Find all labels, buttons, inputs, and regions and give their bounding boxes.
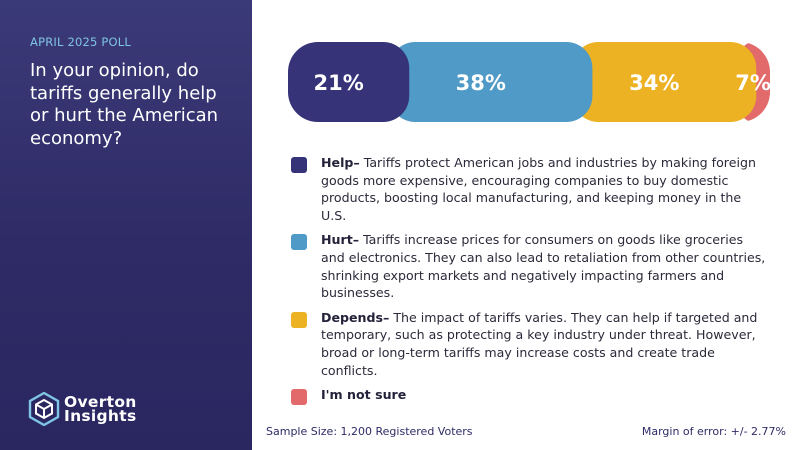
stacked-bar-svg: 21% 38% 34% 7%: [288, 42, 771, 122]
legend-text-hurt: Hurt– Tariffs increase prices for consum…: [321, 231, 769, 301]
bar-label-depends: 34%: [629, 71, 679, 95]
legend-item-hurt: Hurt– Tariffs increase prices for consum…: [291, 231, 769, 301]
margin-of-error-note: Margin of error: +/- 2.77%: [641, 425, 786, 438]
legend-swatch-not-sure: [291, 389, 307, 406]
legend-text-depends: Depends– The impact of tariffs varies. T…: [321, 309, 769, 379]
legend-title-not-sure: I'm not sure: [321, 387, 407, 403]
legend-title-hurt: Hurt–: [321, 232, 360, 248]
brand-line-2: Insights: [64, 407, 137, 425]
legend-item-not-sure: I'm not sure: [291, 386, 769, 406]
bar-label-hurt: 38%: [456, 71, 506, 95]
hexagon-cube-icon: [28, 392, 60, 426]
legend-description-help: Tariffs protect American jobs and indust…: [321, 155, 756, 223]
legend-swatch-hurt: [291, 234, 307, 251]
bar-segment-help: [288, 42, 410, 122]
legend-swatch-depends: [291, 311, 307, 328]
bar-label-help: 21%: [313, 71, 363, 95]
legend-description-hurt: Tariffs increase prices for consumers on…: [321, 232, 766, 301]
poll-question: In your opinion, do tariffs generally he…: [30, 60, 219, 149]
sidebar-panel: APRIL 2025 POLL In your opinion, do tari…: [0, 0, 252, 450]
bar-label-not-sure: 7%: [735, 71, 771, 95]
stacked-bar-chart: 21% 38% 34% 7%: [288, 42, 771, 122]
bar-segment-depends: [572, 42, 757, 122]
poll-date-label: APRIL 2025 POLL: [30, 35, 131, 49]
brand-line-1: Overton: [64, 393, 137, 411]
legend: Help– Tariffs protect American jobs and …: [291, 154, 769, 412]
sample-size-note: Sample Size: 1,200 Registered Voters: [266, 425, 473, 438]
legend-title-help: Help–: [321, 155, 360, 170]
brand-wordmark: Overton Insights: [64, 393, 137, 425]
brand-logo: Overton Insights: [28, 392, 137, 426]
legend-text-not-sure: I'm not sure: [321, 386, 406, 404]
bar-segment-hurt: [389, 42, 593, 122]
legend-swatch-help: [291, 157, 307, 173]
legend-title-depends: Depends–: [321, 309, 390, 325]
legend-description-depends: The impact of tariffs varies. They can h…: [321, 309, 758, 378]
legend-item-help: Help– Tariffs protect American jobs and …: [291, 154, 769, 224]
legend-text-help: Help– Tariffs protect American jobs and …: [321, 154, 769, 224]
legend-item-depends: Depends– The impact of tariffs varies. T…: [291, 309, 769, 379]
